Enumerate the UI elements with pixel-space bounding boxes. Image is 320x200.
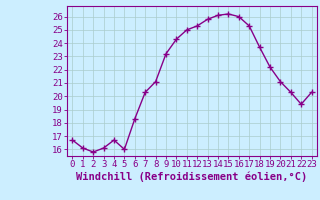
X-axis label: Windchill (Refroidissement éolien,°C): Windchill (Refroidissement éolien,°C): [76, 172, 308, 182]
